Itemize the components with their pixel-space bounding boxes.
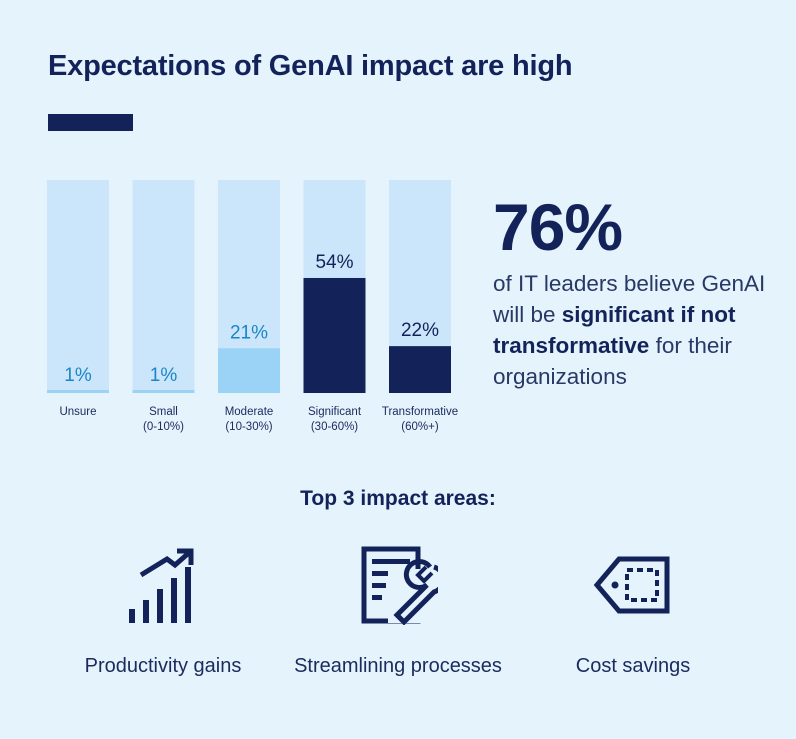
impact-area-streamlining: Streamlining processes [268, 545, 528, 678]
bar-value-label: 22% [401, 320, 439, 341]
bar-chart: 1% Unsure 1% Small (0-10%) 21% Moderate (10-30%… [47, 180, 458, 433]
x-tick-label: (10-30%) [225, 421, 272, 433]
wrench-document-icon [361, 546, 438, 625]
bar-value-label: 21% [230, 322, 268, 343]
bar [132, 390, 195, 393]
impact-area-productivity: Productivity gains [33, 545, 293, 678]
x-tick-label: (30-60%) [311, 421, 358, 433]
headline-stat: 76% [493, 190, 623, 264]
impact-area-cost: Cost savings [503, 545, 763, 678]
bar [218, 348, 280, 393]
bar [303, 277, 366, 393]
impact-label-cost: Cost savings [575, 655, 691, 677]
x-tick-label: Significant [308, 406, 362, 418]
impact-label-productivity: Productivity gains [84, 655, 242, 677]
title-accent-bar [48, 114, 133, 131]
bar [389, 346, 451, 393]
stat-description: of IT leaders believe GenAI will be sign… [493, 268, 783, 392]
bar-value-label: 1% [150, 365, 178, 386]
impact-heading: Top 3 impact areas: [300, 487, 496, 510]
x-tick-label: Moderate [225, 406, 274, 418]
stat-text-before: of IT leaders believe GenAI will be [493, 271, 766, 327]
bar-value-label: 54% [315, 252, 353, 273]
page-title: Expectations of GenAI impact are high [48, 50, 573, 82]
x-tick-label: (60%+) [401, 421, 439, 433]
bar-track [132, 180, 195, 393]
stat-text-after: for their organizations [493, 333, 732, 389]
rising-bars-icon [129, 548, 194, 623]
stat-text-bold: significant if not transformative [493, 302, 736, 358]
bar-value-label: 1% [64, 365, 92, 386]
x-tick-label: Small [149, 406, 178, 418]
impact-label-streamlining: Streamlining processes [294, 655, 502, 677]
x-tick-label: (0-10%) [143, 421, 184, 433]
x-tick-label: Transformative [382, 406, 458, 418]
bar-track [47, 180, 109, 393]
price-tag-icon [593, 556, 670, 614]
x-tick-label: Unsure [59, 406, 96, 418]
bar [47, 390, 109, 393]
